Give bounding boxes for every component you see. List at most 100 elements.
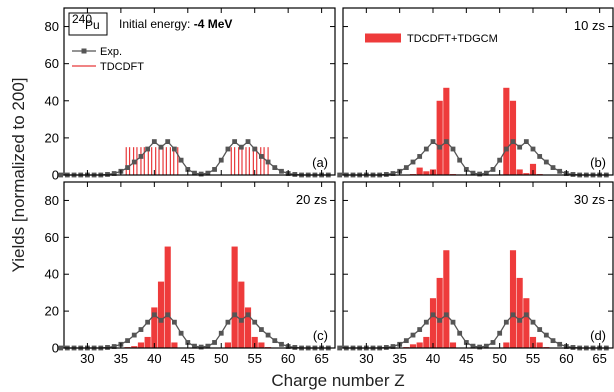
y-tick-label: 0 (52, 168, 59, 183)
x-tick-label: 65 (314, 351, 328, 366)
x-axis-title: Charge number Z (271, 371, 404, 390)
legend-label: Exp. (100, 46, 122, 58)
legend-label: TDCDFT (100, 61, 144, 73)
exp-point (450, 146, 456, 152)
x-tick-label: 30 (80, 351, 94, 366)
exp-point (537, 154, 543, 159)
bar (131, 346, 138, 348)
exp-point (172, 319, 177, 325)
exp-point (470, 343, 476, 349)
exp-point (218, 330, 224, 336)
legend-swatch (365, 33, 401, 43)
exp-point (483, 343, 489, 349)
bar (503, 87, 510, 175)
x-tick-label: 30 (359, 351, 373, 366)
exp-point (232, 139, 238, 144)
bar (536, 342, 543, 348)
exp-point (457, 330, 463, 336)
legend-swatch (81, 48, 87, 54)
x-tick-label: 40 (147, 351, 161, 366)
exp-point (265, 332, 271, 338)
exp-point (530, 319, 536, 325)
exp-point (403, 338, 409, 344)
exp-line (339, 140, 607, 176)
x-tick-label: 60 (281, 351, 295, 366)
y-tick-label: 40 (45, 267, 59, 282)
y-tick-label: 80 (45, 19, 59, 34)
exp-point (145, 319, 151, 325)
bar (157, 281, 165, 348)
bar (523, 298, 530, 348)
exp-point (463, 167, 469, 172)
exp-point (218, 157, 224, 163)
exp-point (279, 168, 284, 174)
x-tick-label: 55 (526, 351, 540, 366)
exp-point (490, 167, 496, 172)
exp-point (58, 172, 64, 178)
y-tick-label: 40 (45, 93, 59, 108)
bar (449, 342, 457, 348)
exp-point (517, 144, 523, 150)
exp-point (437, 317, 443, 323)
bar (171, 342, 178, 348)
y-axis-title: Yields [normalized to 200] (9, 78, 28, 273)
bar (151, 307, 158, 348)
time-label: 10 zs (574, 18, 606, 33)
bar (244, 307, 252, 348)
exp-point (192, 343, 197, 349)
panel-label: (b) (590, 155, 606, 170)
plot-frame (342, 181, 614, 349)
bar (416, 342, 423, 348)
exp-point (403, 165, 409, 170)
bar (258, 342, 265, 348)
exp-point (450, 319, 456, 325)
exp-point (192, 170, 197, 176)
bar (429, 298, 437, 348)
exp-point (258, 154, 264, 159)
x-tick-label: 65 (592, 351, 606, 366)
exp-point (423, 146, 429, 152)
exp-point (443, 139, 449, 144)
exp-point (543, 332, 549, 338)
exp-point (272, 338, 278, 344)
exp-point (252, 146, 258, 152)
initial-energy-value: -4 MeV (194, 17, 233, 31)
y-tick-label: 60 (45, 230, 59, 245)
x-tick-label: 35 (392, 351, 406, 366)
panel-b: (b) 10 zs TDCDFT+TDGCM (337, 7, 614, 178)
y-tick-label: 20 (45, 130, 59, 145)
exp-point (265, 159, 271, 165)
exp-point (410, 332, 416, 338)
bar (443, 250, 450, 348)
exp-line (60, 140, 329, 176)
exp-point (212, 167, 217, 172)
exp-point (477, 344, 483, 350)
exp-point (212, 340, 217, 345)
x-tick-label: 35 (114, 351, 128, 366)
bar (137, 342, 145, 348)
exp-point (279, 341, 284, 347)
exp-point (111, 344, 117, 349)
exp-point (205, 170, 211, 176)
exp-point (198, 171, 204, 177)
bar (443, 87, 450, 175)
exp-point (503, 319, 509, 325)
x-tick-label: 45 (181, 351, 195, 366)
exp-point (252, 319, 258, 325)
exp-point (490, 340, 496, 345)
exp-point (443, 312, 449, 318)
exp-point (138, 154, 144, 159)
bar (423, 171, 430, 175)
x-tick-label: 40 (426, 351, 440, 366)
panel-label: (c) (313, 328, 328, 343)
bar (516, 277, 523, 348)
bar (423, 336, 430, 348)
exp-point (517, 317, 523, 323)
exp-point (477, 171, 483, 177)
bar (224, 342, 232, 348)
bar (529, 336, 537, 348)
plot-frame (63, 7, 336, 176)
exp-point (185, 167, 191, 172)
